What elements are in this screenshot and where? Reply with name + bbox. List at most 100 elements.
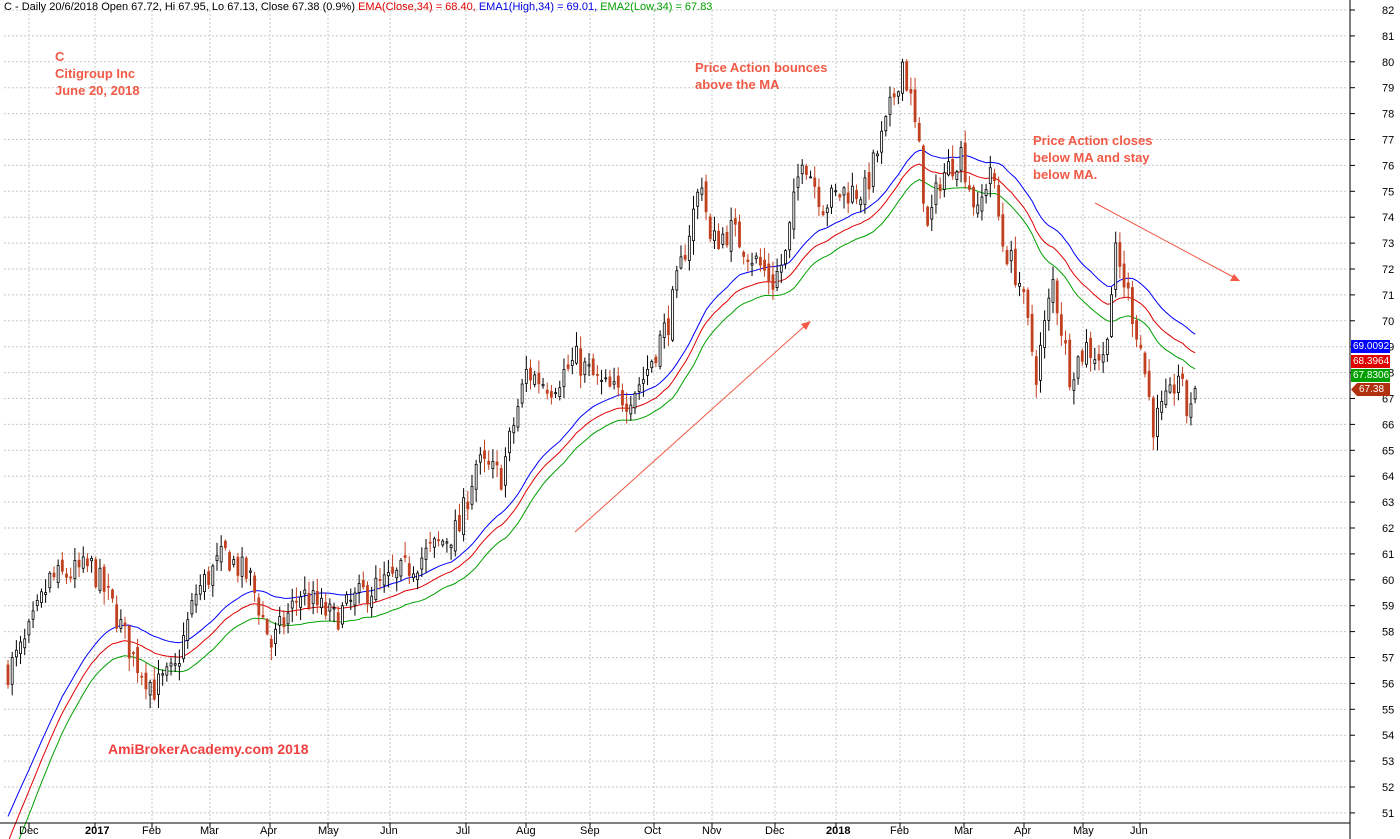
candle [261,601,265,620]
candle-body [804,165,808,175]
candle [508,427,512,462]
candle [382,561,386,593]
candle-body [244,557,248,579]
candle-body [888,96,892,115]
candle [888,86,892,127]
candle-body [144,672,148,690]
candle [566,354,570,372]
candle [733,208,737,237]
candle-body [646,368,649,376]
candle-body [733,218,737,225]
candle [165,662,169,682]
candle [215,542,219,571]
candle-body [1126,282,1130,289]
candle [1110,287,1113,338]
watermark: AmiBrokerAcademy.com 2018 [108,741,309,757]
candle-body [545,389,549,394]
candle [144,662,148,700]
candle [763,247,766,277]
candle-body [800,164,804,175]
candle [491,449,495,479]
candle [512,417,516,444]
candle [106,573,110,601]
candle-body [19,641,22,654]
candle [554,387,557,399]
candle-body [412,573,415,579]
candle [1068,333,1072,391]
y-tick-label: 79 [1382,83,1394,95]
candle [616,367,620,397]
candle-body [349,599,353,602]
candle-body [182,635,185,660]
candle [81,546,85,573]
candle [779,253,783,284]
candle-body [474,464,478,490]
candle-body [1055,280,1059,314]
candle [692,195,695,255]
candle-body [391,566,394,574]
candle-body [968,185,971,190]
candle-body [721,233,725,245]
y-tick-label: 76 [1382,160,1394,172]
candle [767,253,771,295]
y-tick-label: 67 [1382,394,1394,406]
candle [453,509,457,557]
candle-body [529,367,532,381]
candle-body [399,559,403,577]
candle-body [554,392,557,395]
candle [1064,330,1067,355]
candle-body [637,384,641,392]
ema-low-value-tag: 67.8306 [1351,369,1390,382]
candle-body [901,61,904,94]
candle [10,651,14,696]
candle-body [612,381,616,385]
candle [44,579,48,603]
candle [1118,232,1122,279]
candle-body [44,592,48,595]
candle [725,225,729,249]
candle [834,183,838,197]
x-tick-label: Feb [890,825,909,837]
candle-body [69,576,73,579]
candle [370,586,374,617]
bounce-annotation-line1: Price Action bounces [695,60,828,75]
candle-body [550,391,553,398]
candle [708,213,712,243]
candle-body [1193,388,1197,400]
candle-body [228,552,231,571]
candle-body [211,565,215,586]
candle [1168,377,1172,394]
candle [1181,366,1184,387]
candle-body [357,583,361,593]
candle [876,150,879,163]
candle [295,587,298,616]
candle [194,584,198,613]
candle [470,474,474,510]
candle-body [378,579,382,581]
candle [641,366,645,397]
candle [775,258,779,292]
candle-body [775,270,779,288]
candle [976,191,980,218]
candle [249,567,252,586]
candle-body [311,590,315,605]
candle [265,618,269,636]
candle-body [403,555,407,558]
candle-body [424,547,428,560]
candle [282,610,286,635]
candle-body [428,541,432,544]
candle [378,567,382,590]
candle [625,392,629,424]
candle [1026,287,1030,326]
candle [700,177,704,202]
candle-body [922,145,925,204]
candle [913,77,917,129]
candle [545,382,549,400]
candle-body [94,559,98,588]
candle [232,555,236,568]
y-tick-label: 56 [1382,678,1394,690]
candle [955,169,959,187]
candle [1097,345,1101,371]
candle-body [884,116,888,132]
